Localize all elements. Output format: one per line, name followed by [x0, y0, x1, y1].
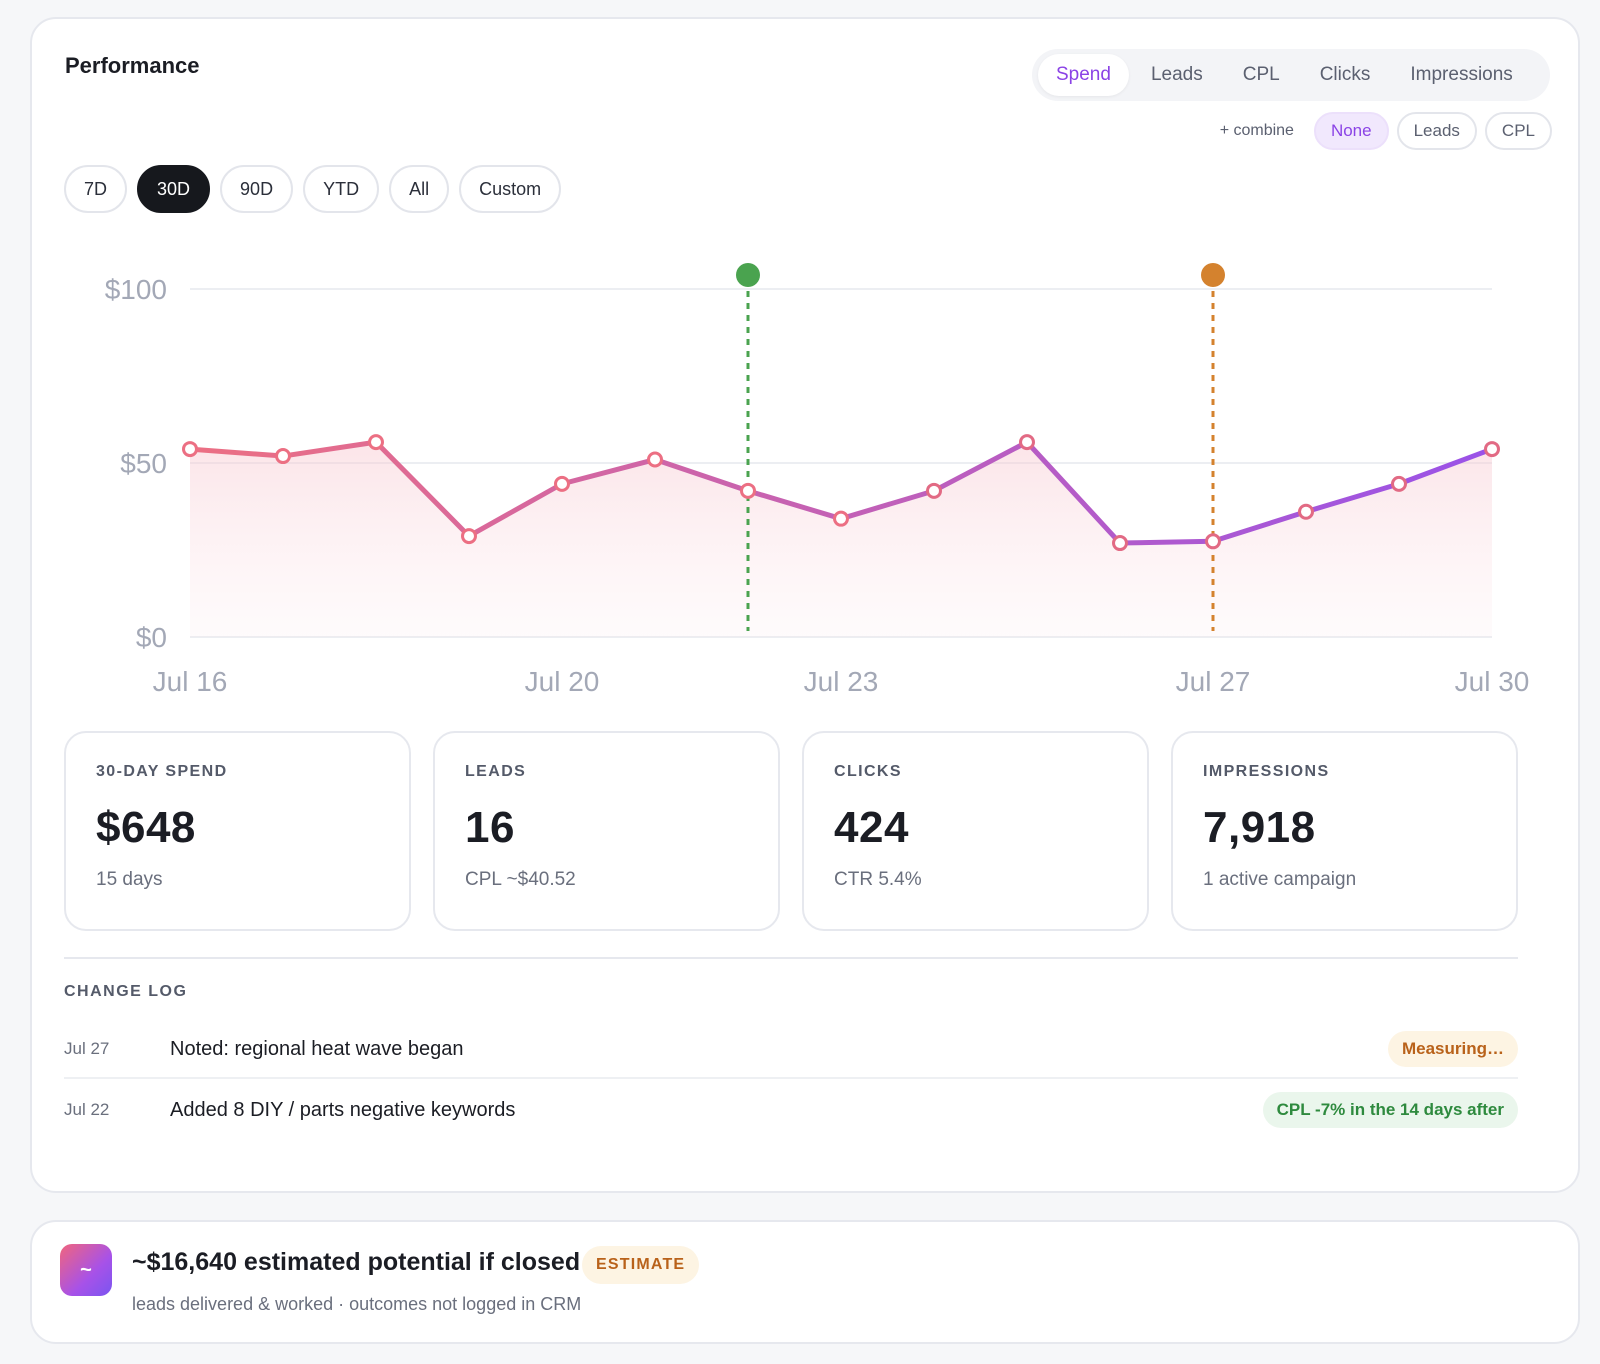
- tab-impressions[interactable]: Impressions: [1410, 64, 1513, 85]
- stat-value: 7,918: [1203, 803, 1316, 852]
- x-tick-label: Jul 30: [1455, 666, 1530, 697]
- data-point[interactable]: [461, 528, 477, 545]
- data-point[interactable]: [1205, 533, 1221, 550]
- data-point[interactable]: [1391, 475, 1407, 492]
- x-tick-label: Jul 16: [153, 666, 228, 697]
- combine-label: + combine: [1219, 122, 1294, 139]
- stat-label: IMPRESSIONS: [1203, 763, 1330, 780]
- potential-card: ~ ~$16,640 estimated potential if closed…: [30, 1220, 1580, 1344]
- changelog-date: Jul 22: [64, 1100, 110, 1119]
- stat-value: $648: [96, 803, 196, 852]
- stat-sub: 15 days: [96, 869, 163, 890]
- stat-label: LEADS: [465, 763, 527, 780]
- combine-leads-pill[interactable]: Leads: [1396, 112, 1477, 150]
- data-point[interactable]: [275, 448, 291, 465]
- stat-sub: CTR 5.4%: [834, 869, 922, 890]
- range-7d[interactable]: 7D: [64, 165, 128, 213]
- stat-label: CLICKS: [834, 763, 902, 780]
- data-point[interactable]: [368, 434, 384, 451]
- stat-sub: 1 active campaign: [1203, 869, 1357, 890]
- changelog-entry[interactable]: Jul 22 Added 8 DIY / parts negative keyw…: [64, 1081, 1518, 1139]
- tab-leads[interactable]: Leads: [1150, 64, 1203, 85]
- status-badge: Measuring…: [1387, 1031, 1518, 1067]
- data-point[interactable]: [926, 482, 942, 499]
- range-custom[interactable]: Custom: [459, 165, 562, 213]
- y-tick-label: $100: [105, 274, 167, 305]
- stat-card-leads: LEADS 16 CPL ~$40.52: [433, 731, 780, 931]
- data-point[interactable]: [833, 510, 849, 527]
- potential-subtitle: leads delivered & worked · outcomes not …: [132, 1294, 582, 1314]
- changelog-text: Added 8 DIY / parts negative keywords: [170, 1098, 516, 1121]
- stat-value: 424: [834, 803, 909, 852]
- changelog-date: Jul 27: [64, 1039, 110, 1058]
- tab-spend[interactable]: Spend: [1038, 54, 1129, 96]
- stat-card-clicks: CLICKS 424 CTR 5.4%: [802, 731, 1149, 931]
- x-tick-label: Jul 27: [1176, 666, 1251, 697]
- data-point[interactable]: [740, 482, 756, 499]
- range-90d[interactable]: 90D: [220, 165, 294, 213]
- changelog-entry[interactable]: Jul 27 Noted: regional heat wave began M…: [64, 1021, 1518, 1079]
- combine-none-pill[interactable]: None: [1313, 112, 1389, 150]
- spend-chart: $100 $50 $0 Jul 16 Jul 20 Jul 23 Jul 27 Jul 30: [105, 263, 1530, 697]
- tab-cpl[interactable]: CPL: [1242, 64, 1280, 85]
- stats-row: 30-DAY SPEND $648 15 days LEADS 16 CPL ~…: [64, 731, 1518, 931]
- series-area: [190, 442, 1492, 637]
- stat-card-impressions: IMPRESSIONS 7,918 1 active campaign: [1171, 731, 1518, 931]
- event-marker-dot[interactable]: [736, 263, 760, 287]
- data-point[interactable]: [647, 451, 663, 468]
- range-all[interactable]: All: [389, 165, 450, 213]
- estimate-badge: ESTIMATE: [582, 1246, 700, 1284]
- changelog-title: CHANGE LOG: [64, 983, 188, 1000]
- performance-card: Performance Spend Leads CPL Clicks Impre…: [30, 17, 1580, 1193]
- combine-cpl-pill[interactable]: CPL: [1484, 112, 1552, 150]
- data-point[interactable]: [1484, 441, 1500, 458]
- data-point[interactable]: [1112, 535, 1128, 552]
- y-tick-label: $0: [136, 622, 167, 653]
- stat-card-spend: 30-DAY SPEND $648 15 days: [64, 731, 411, 931]
- x-tick-label: Jul 20: [525, 666, 600, 697]
- data-point[interactable]: [1019, 434, 1035, 451]
- date-range-selector: 7D 30D 90D YTD All Custom: [64, 165, 571, 213]
- event-marker-dot[interactable]: [1201, 263, 1225, 287]
- combine-row: + combine None Leads CPL: [1212, 111, 1552, 151]
- status-badge: CPL -7% in the 14 days after: [1262, 1092, 1518, 1128]
- data-point[interactable]: [182, 441, 198, 458]
- y-tick-label: $50: [120, 448, 167, 479]
- tab-clicks[interactable]: Clicks: [1319, 64, 1371, 85]
- metric-tabs: Spend Leads CPL Clicks Impressions: [1032, 49, 1550, 101]
- stat-value: 16: [465, 803, 515, 852]
- performance-title: Performance: [65, 53, 200, 78]
- x-tick-label: Jul 23: [804, 666, 879, 697]
- changelog-text: Noted: regional heat wave began: [170, 1037, 464, 1060]
- stat-label: 30-DAY SPEND: [96, 763, 228, 780]
- trend-icon: ~: [60, 1244, 112, 1296]
- potential-title: ~$16,640 estimated potential if closed: [132, 1248, 581, 1276]
- divider: [64, 957, 1518, 959]
- range-ytd[interactable]: YTD: [303, 165, 380, 213]
- data-point[interactable]: [554, 475, 570, 492]
- data-point[interactable]: [1298, 503, 1314, 520]
- stat-sub: CPL ~$40.52: [465, 869, 576, 890]
- range-30d[interactable]: 30D: [137, 165, 211, 213]
